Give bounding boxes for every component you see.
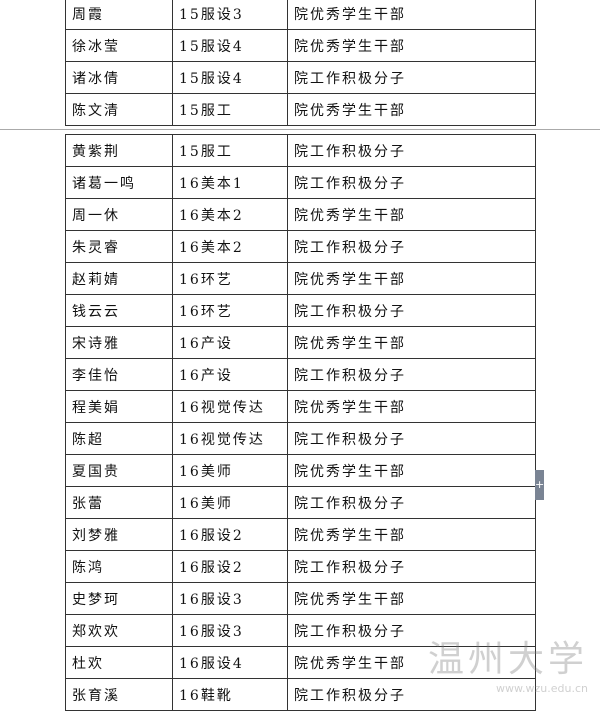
table-row: 陈文清 15服工 院优秀学生干部 bbox=[65, 93, 536, 126]
table-cell: 院工作积极分子 bbox=[287, 134, 536, 167]
table-row: 赵莉婧 16环艺 院优秀学生干部 bbox=[65, 262, 536, 295]
table-cell: 李佳怡 bbox=[65, 358, 173, 391]
table-row: 张蕾 16美师 院工作积极分子 bbox=[65, 486, 536, 519]
table-cell: 院优秀学生干部 bbox=[287, 29, 536, 62]
table-cell: 杜欢 bbox=[65, 646, 173, 679]
table-cell: 赵莉婧 bbox=[65, 262, 173, 295]
table-cell: 16视觉传达 bbox=[172, 422, 288, 455]
table-cell: 16环艺 bbox=[172, 294, 288, 327]
table-cell: 16美本1 bbox=[172, 166, 288, 199]
table-cell: 院优秀学生干部 bbox=[287, 262, 536, 295]
table-row: 郑欢欢 16服设3 院工作积极分子 bbox=[65, 614, 536, 647]
table-cell: 院优秀学生干部 bbox=[287, 93, 536, 126]
table-cell: 程美娟 bbox=[65, 390, 173, 423]
table-cell: 张蕾 bbox=[65, 486, 173, 519]
table-cell: 院工作积极分子 bbox=[287, 550, 536, 583]
table-cell: 院优秀学生干部 bbox=[287, 582, 536, 615]
table-cell: 周一休 bbox=[65, 198, 173, 231]
table-cell: 陈超 bbox=[65, 422, 173, 455]
table-cell: 陈鸿 bbox=[65, 550, 173, 583]
table-cell: 钱云云 bbox=[65, 294, 173, 327]
table-cell: 院工作积极分子 bbox=[287, 486, 536, 519]
watermark: 温州大学 www.wzu.edu.cn bbox=[428, 630, 588, 695]
table-cell: 16美师 bbox=[172, 454, 288, 487]
table-cell: 宋诗雅 bbox=[65, 326, 173, 359]
table-row: 程美娟 16视觉传达 院优秀学生干部 bbox=[65, 390, 536, 423]
table-cell: 15服设4 bbox=[172, 29, 288, 62]
table-cell: 院工作积极分子 bbox=[287, 294, 536, 327]
table-cell: 周霞 bbox=[65, 0, 173, 30]
table-row: 夏国贵 16美师 院优秀学生干部 bbox=[65, 454, 536, 487]
table-cell: 16鞋靴 bbox=[172, 678, 288, 711]
table-row: 钱云云 16环艺 院工作积极分子 bbox=[65, 294, 536, 327]
table-cell: 陈文清 bbox=[65, 93, 173, 126]
table-cell: 院优秀学生干部 bbox=[287, 646, 536, 679]
table-cell: 16服设3 bbox=[172, 582, 288, 615]
table-bottom: 黄紫荆 15服工 院工作积极分子 诸葛一鸣 16美本1 院工作积极分子 周一休 16美本2 院优… bbox=[65, 134, 536, 711]
table-cell: 朱灵睿 bbox=[65, 230, 173, 263]
table-cell: 院优秀学生干部 bbox=[287, 390, 536, 423]
table-row: 李佳怡 16产设 院工作积极分子 bbox=[65, 358, 536, 391]
table-cell: 夏国贵 bbox=[65, 454, 173, 487]
table-cell: 诸葛一鸣 bbox=[65, 166, 173, 199]
table-cell: 15服设3 bbox=[172, 0, 288, 30]
table-cell: 院工作积极分子 bbox=[287, 358, 536, 391]
table-cell: 16服设3 bbox=[172, 614, 288, 647]
watermark-title: 温州大学 bbox=[427, 639, 588, 680]
table-cell: 16服设2 bbox=[172, 550, 288, 583]
table-cell: 15服工 bbox=[172, 134, 288, 167]
page-break bbox=[0, 129, 600, 130]
table-cell: 徐冰莹 bbox=[65, 29, 173, 62]
table-row: 诸葛一鸣 16美本1 院工作积极分子 bbox=[65, 166, 536, 199]
table-cell: 院优秀学生干部 bbox=[287, 326, 536, 359]
table-row: 刘梦雅 16服设2 院优秀学生干部 bbox=[65, 518, 536, 551]
table-cell: 院优秀学生干部 bbox=[287, 454, 536, 487]
table-row: 周一休 16美本2 院优秀学生干部 bbox=[65, 198, 536, 231]
side-button[interactable]: + bbox=[535, 470, 544, 500]
table-cell: 院工作积极分子 bbox=[287, 422, 536, 455]
table-row: 诸冰倩 15服设4 院工作积极分子 bbox=[65, 61, 536, 94]
table-row: 史梦珂 16服设3 院优秀学生干部 bbox=[65, 582, 536, 615]
table-row: 杜欢 16服设4 院优秀学生干部 bbox=[65, 646, 536, 679]
table-row: 徐冰莹 15服设4 院优秀学生干部 bbox=[65, 29, 536, 62]
table-cell: 张育溪 bbox=[65, 678, 173, 711]
table-cell: 诸冰倩 bbox=[65, 61, 173, 94]
table-cell: 史梦珂 bbox=[65, 582, 173, 615]
table-cell: 院工作积极分子 bbox=[287, 61, 536, 94]
table-cell: 刘梦雅 bbox=[65, 518, 173, 551]
table-cell: 16环艺 bbox=[172, 262, 288, 295]
table-cell: 16美本2 bbox=[172, 198, 288, 231]
table-row: 周霞 15服设3 院优秀学生干部 bbox=[65, 0, 536, 30]
table-cell: 院工作积极分子 bbox=[287, 230, 536, 263]
table-cell: 黄紫荆 bbox=[65, 134, 173, 167]
table-cell: 16美师 bbox=[172, 486, 288, 519]
table-cell: 院优秀学生干部 bbox=[287, 198, 536, 231]
table-row: 宋诗雅 16产设 院优秀学生干部 bbox=[65, 326, 536, 359]
table-cell: 15服工 bbox=[172, 93, 288, 126]
watermark-url: www.wzu.edu.cn bbox=[496, 682, 588, 695]
table-row: 陈超 16视觉传达 院工作积极分子 bbox=[65, 422, 536, 455]
table-row: 黄紫荆 15服工 院工作积极分子 bbox=[65, 134, 536, 167]
table-cell: 15服设4 bbox=[172, 61, 288, 94]
table-cell: 郑欢欢 bbox=[65, 614, 173, 647]
table-top: 周霞 15服设3 院优秀学生干部 徐冰莹 15服设4 院优秀学生干部 诸冰倩 15服设4 院工作… bbox=[65, 0, 536, 126]
table-cell: 16服设2 bbox=[172, 518, 288, 551]
table-cell: 院优秀学生干部 bbox=[287, 0, 536, 30]
table-row: 陈鸿 16服设2 院工作积极分子 bbox=[65, 550, 536, 583]
table-cell: 院优秀学生干部 bbox=[287, 518, 536, 551]
table-cell: 16美本2 bbox=[172, 230, 288, 263]
table-cell: 院工作积极分子 bbox=[287, 166, 536, 199]
table-cell: 16视觉传达 bbox=[172, 390, 288, 423]
table-cell: 16产设 bbox=[172, 326, 288, 359]
table-cell: 16服设4 bbox=[172, 646, 288, 679]
table-row: 朱灵睿 16美本2 院工作积极分子 bbox=[65, 230, 536, 263]
table-cell: 16产设 bbox=[172, 358, 288, 391]
